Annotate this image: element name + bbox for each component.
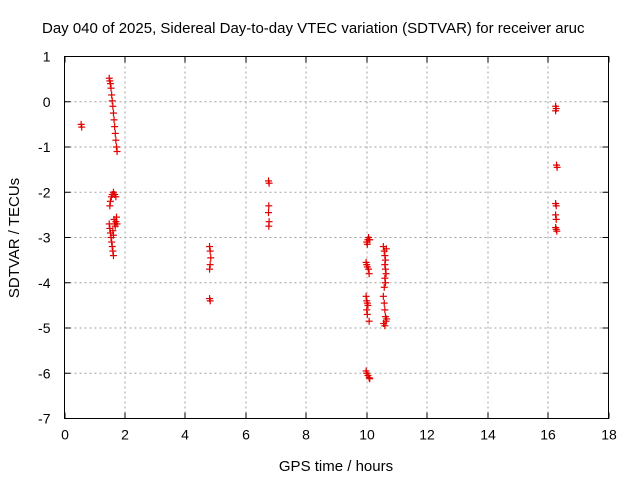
data-point [381, 265, 389, 273]
data-point [380, 299, 388, 307]
y-tick-label: -7 [38, 411, 51, 427]
data-point [106, 202, 114, 210]
data-point [381, 306, 389, 314]
data-point [106, 80, 114, 88]
chart-title: Day 040 of 2025, Sidereal Day-to-day VTE… [42, 20, 585, 37]
data-point [365, 374, 373, 382]
y-tick-label: -5 [38, 320, 51, 336]
data-point [381, 274, 389, 282]
data-point [206, 243, 214, 251]
data-point [112, 143, 120, 151]
data-point [206, 297, 214, 305]
data-point [108, 243, 116, 251]
data-point [366, 375, 374, 383]
data-point [552, 215, 560, 223]
data-point [382, 245, 390, 253]
y-tick-label: -2 [38, 184, 51, 200]
data-point [552, 107, 560, 115]
data-point [206, 261, 214, 269]
data-point [108, 238, 116, 246]
data-point [113, 220, 121, 228]
x-tick-label: 8 [302, 427, 310, 443]
data-point [365, 270, 373, 278]
data-point [363, 310, 371, 318]
data-point [363, 240, 371, 248]
y-tick-label: -3 [38, 230, 51, 246]
data-point [78, 123, 86, 131]
data-point [553, 227, 561, 235]
data-point [381, 279, 389, 287]
y-tick-labels: 1 0 -1 -2 -3 -4 -5 -6 -7 [38, 49, 51, 427]
x-tick-label: 10 [359, 427, 375, 443]
data-point [109, 247, 117, 255]
x-tick-label: 2 [121, 427, 129, 443]
data-point [108, 91, 116, 99]
data-point [380, 283, 388, 291]
data-point [109, 252, 117, 260]
y-tick-label: 0 [43, 94, 51, 110]
data-point [107, 84, 115, 92]
x-tick-label: 4 [181, 427, 189, 443]
data-point [363, 306, 371, 314]
x-tick-label: 16 [540, 427, 556, 443]
data-point [109, 227, 117, 235]
x-tick-label: 6 [242, 427, 250, 443]
data-point [552, 202, 560, 210]
gridlines [64, 56, 609, 419]
data-point [379, 292, 387, 300]
y-tick-label: -6 [38, 365, 51, 381]
data-point [109, 231, 117, 239]
data-point [112, 213, 120, 221]
data-point [112, 193, 120, 201]
data-point [383, 315, 391, 323]
data-point [109, 102, 117, 110]
data-point [382, 270, 390, 278]
data-point [552, 211, 560, 219]
data-point [265, 209, 272, 217]
x-tick-label: 12 [419, 427, 435, 443]
data-point [265, 202, 273, 210]
data-point [112, 136, 120, 144]
data-point [110, 116, 118, 124]
y-tick-label: 1 [43, 49, 51, 65]
x-axis-label: GPS time / hours [279, 458, 393, 475]
plot-frame [64, 56, 609, 419]
data-point [381, 252, 389, 260]
data-points [77, 74, 561, 383]
data-point [113, 148, 121, 156]
data-point [265, 222, 273, 230]
data-point [206, 247, 214, 255]
data-point [111, 129, 119, 137]
data-point [553, 163, 561, 171]
data-point [381, 256, 389, 264]
data-point [366, 236, 374, 244]
data-point [552, 225, 560, 233]
data-point [365, 265, 373, 273]
data-point [106, 197, 114, 205]
data-point [111, 123, 119, 131]
data-point [108, 97, 116, 105]
data-point [206, 265, 214, 273]
x-tick-label: 18 [601, 427, 617, 443]
data-point [381, 261, 389, 269]
data-point [364, 301, 372, 309]
data-point [365, 317, 373, 325]
y-tick-label: -1 [38, 139, 51, 155]
data-point [552, 224, 560, 232]
data-point [207, 254, 215, 262]
data-point [109, 109, 117, 117]
data-point [380, 319, 388, 327]
data-point [362, 292, 370, 300]
y-tick-label: -4 [38, 275, 51, 291]
y-axis-label: SDTVAR / TECUs [6, 178, 23, 298]
x-tick-labels: 0 2 4 6 8 10 12 14 16 18 [61, 427, 617, 443]
x-tick-label: 14 [480, 427, 496, 443]
data-point [265, 179, 273, 187]
x-tick-label: 0 [61, 427, 69, 443]
